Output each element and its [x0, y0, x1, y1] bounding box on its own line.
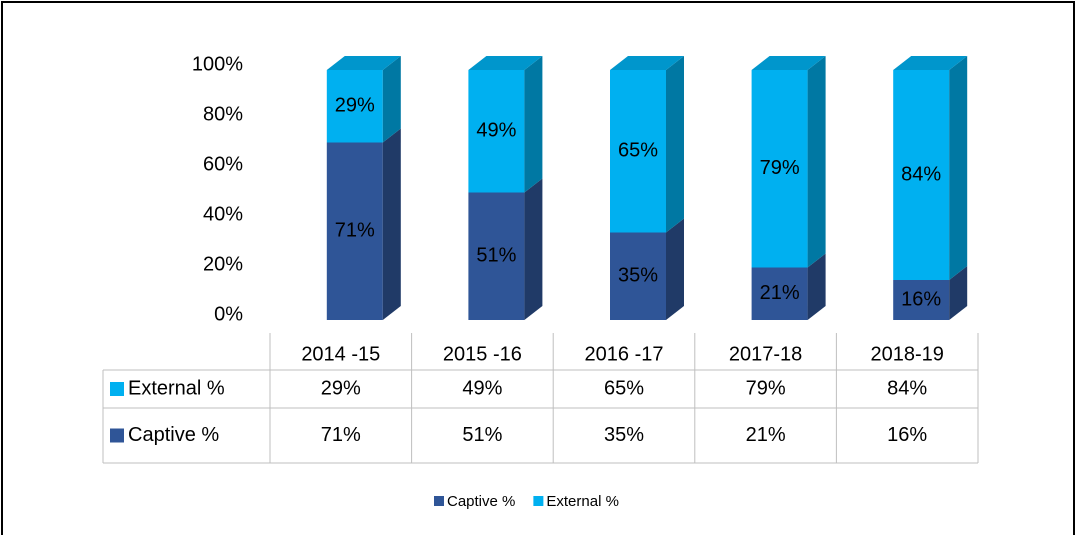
bar-side: [949, 56, 968, 280]
x-tick-label: 2018-19: [870, 343, 943, 365]
x-tick-label: 2014 -15: [301, 343, 380, 365]
x-tick-label: 2016 -17: [585, 343, 664, 365]
data-label: 49%: [476, 120, 516, 142]
table-cell: 29%: [321, 377, 361, 399]
table-cell: 49%: [462, 377, 502, 399]
bar-top: [751, 56, 826, 70]
table-cell: 79%: [746, 377, 786, 399]
table-cell: 71%: [321, 424, 361, 446]
bar-front: [326, 70, 383, 143]
bar-front: [751, 267, 808, 320]
bar-front: [610, 70, 666, 233]
bar-front: [326, 142, 383, 320]
bar-top: [468, 56, 543, 70]
bar-front: [610, 232, 666, 320]
table-cell: 51%: [462, 424, 502, 446]
bar-side: [807, 56, 826, 268]
table-row-header: External %: [128, 377, 225, 399]
bar-side: [666, 56, 684, 233]
bar-side: [382, 56, 401, 143]
table-legend-key: [110, 382, 124, 396]
data-label: 29%: [335, 95, 375, 117]
table-cell: 65%: [604, 377, 644, 399]
data-label: 71%: [335, 220, 375, 242]
data-label: 65%: [618, 140, 658, 162]
table-cell: 16%: [887, 424, 927, 446]
bar-side: [666, 218, 684, 320]
bar-front: [893, 70, 950, 280]
bar-top: [326, 56, 401, 70]
x-tick-label: 2017-18: [729, 343, 802, 365]
data-label: 51%: [476, 245, 516, 267]
y-tick-label: 0%: [214, 303, 243, 325]
table-row-header: Captive %: [128, 424, 219, 446]
data-label: 35%: [618, 265, 658, 287]
y-tick-label: 100%: [192, 53, 243, 75]
legend-key: [434, 496, 444, 506]
data-label: 79%: [760, 157, 800, 179]
table-cell: 35%: [604, 424, 644, 446]
legend-label: External %: [546, 493, 619, 510]
x-tick-label: 2015 -16: [443, 343, 522, 365]
y-tick-label: 60%: [203, 153, 243, 175]
bar-front: [468, 70, 525, 193]
legend-key: [533, 496, 544, 506]
bar-top: [893, 56, 968, 70]
bar-side: [524, 178, 543, 320]
data-label: 84%: [901, 163, 941, 185]
bar-front: [751, 70, 808, 268]
bar-side: [807, 253, 826, 320]
y-tick-label: 40%: [203, 203, 243, 225]
table-legend-key: [110, 428, 124, 443]
data-label: 16%: [901, 288, 941, 310]
table-cell: 84%: [887, 377, 927, 399]
y-tick-label: 20%: [203, 253, 243, 275]
data-label: 21%: [760, 282, 800, 304]
bar-side: [382, 128, 401, 320]
legend-label: Captive %: [447, 493, 515, 510]
bar-top: [610, 56, 684, 70]
y-tick-label: 80%: [203, 103, 243, 125]
table-cell: 21%: [746, 424, 786, 446]
bar-front: [468, 192, 525, 320]
bar-front: [893, 280, 950, 320]
bar-side: [524, 56, 543, 193]
bar-side: [949, 266, 968, 320]
